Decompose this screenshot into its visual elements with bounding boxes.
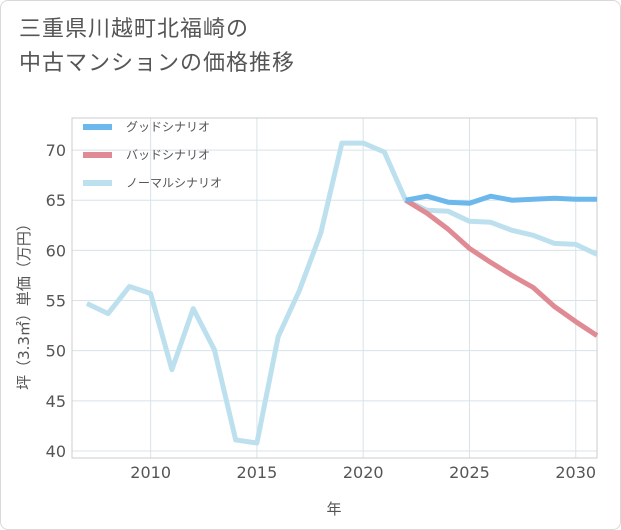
y-tick-label: 65 bbox=[46, 191, 66, 210]
x-tick-label: 2010 bbox=[130, 463, 171, 482]
y-tick-label: 70 bbox=[46, 141, 66, 160]
x-tick-label: 2015 bbox=[237, 463, 278, 482]
y-axis-label: 坪（3.3㎡）単価（万円） bbox=[15, 216, 33, 390]
plot-area-border bbox=[71, 117, 598, 459]
chart-title-line-1: 三重県川越町北福崎の bbox=[19, 17, 250, 42]
y-tick-labels: 40 45 50 55 60 65 70 bbox=[46, 141, 66, 461]
x-tick-label: 2025 bbox=[449, 463, 490, 482]
x-axis-label: 年 bbox=[326, 500, 341, 518]
x-tick-labels: 2010 2015 2020 2025 2030 bbox=[130, 463, 596, 482]
chart-title-line-2: 中古マンションの価格推移 bbox=[19, 51, 296, 76]
y-tick-label: 45 bbox=[46, 392, 66, 411]
x-tick-label: 2020 bbox=[343, 463, 384, 482]
chart-title: 三重県川越町北福崎の 中古マンションの価格推移 bbox=[19, 13, 579, 81]
grid-lines bbox=[72, 118, 597, 458]
series-line-3 bbox=[85, 140, 599, 446]
y-tick-label: 60 bbox=[46, 241, 66, 260]
y-tick-label: 40 bbox=[46, 442, 66, 461]
series-line-2 bbox=[404, 198, 599, 338]
y-tick-label: 50 bbox=[46, 342, 66, 361]
legend-label: ノーマルシナリオ bbox=[126, 176, 222, 190]
x-tick-label: 2030 bbox=[555, 463, 596, 482]
y-tick-label: 55 bbox=[46, 292, 66, 311]
series-line-1 bbox=[405, 193, 597, 206]
legend-label: グッドシナリオ bbox=[126, 120, 210, 134]
series-lines bbox=[85, 140, 599, 446]
legend-label: バッドシナリオ bbox=[126, 148, 210, 162]
